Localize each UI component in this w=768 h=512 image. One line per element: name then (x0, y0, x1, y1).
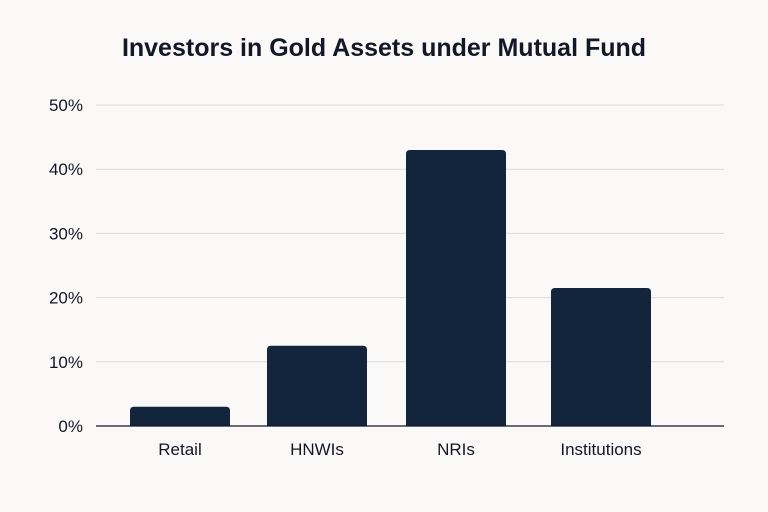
y-tick-label: 50% (49, 96, 83, 115)
y-tick-label: 40% (49, 160, 83, 179)
bar-institutions (551, 287, 651, 426)
x-tick-label: HNWIs (290, 440, 344, 459)
y-axis-ticks: 0% 10% 20% 30% 40% 50% (49, 96, 83, 436)
y-tick-label: 0% (58, 417, 83, 436)
x-axis-labels: Retail HNWIs NRIs Institutions (158, 440, 641, 459)
bar-retail (130, 406, 230, 426)
x-tick-label: Retail (158, 440, 201, 459)
bar-hnwis (267, 345, 367, 426)
y-tick-label: 10% (49, 353, 83, 372)
x-tick-label: NRIs (437, 440, 475, 459)
bars (130, 149, 651, 426)
bar-nris (406, 149, 506, 426)
y-tick-label: 20% (49, 289, 83, 308)
chart-title: Investors in Gold Assets under Mutual Fu… (121, 34, 647, 62)
x-tick-label: Institutions (560, 440, 641, 459)
y-tick-label: 30% (49, 224, 83, 243)
